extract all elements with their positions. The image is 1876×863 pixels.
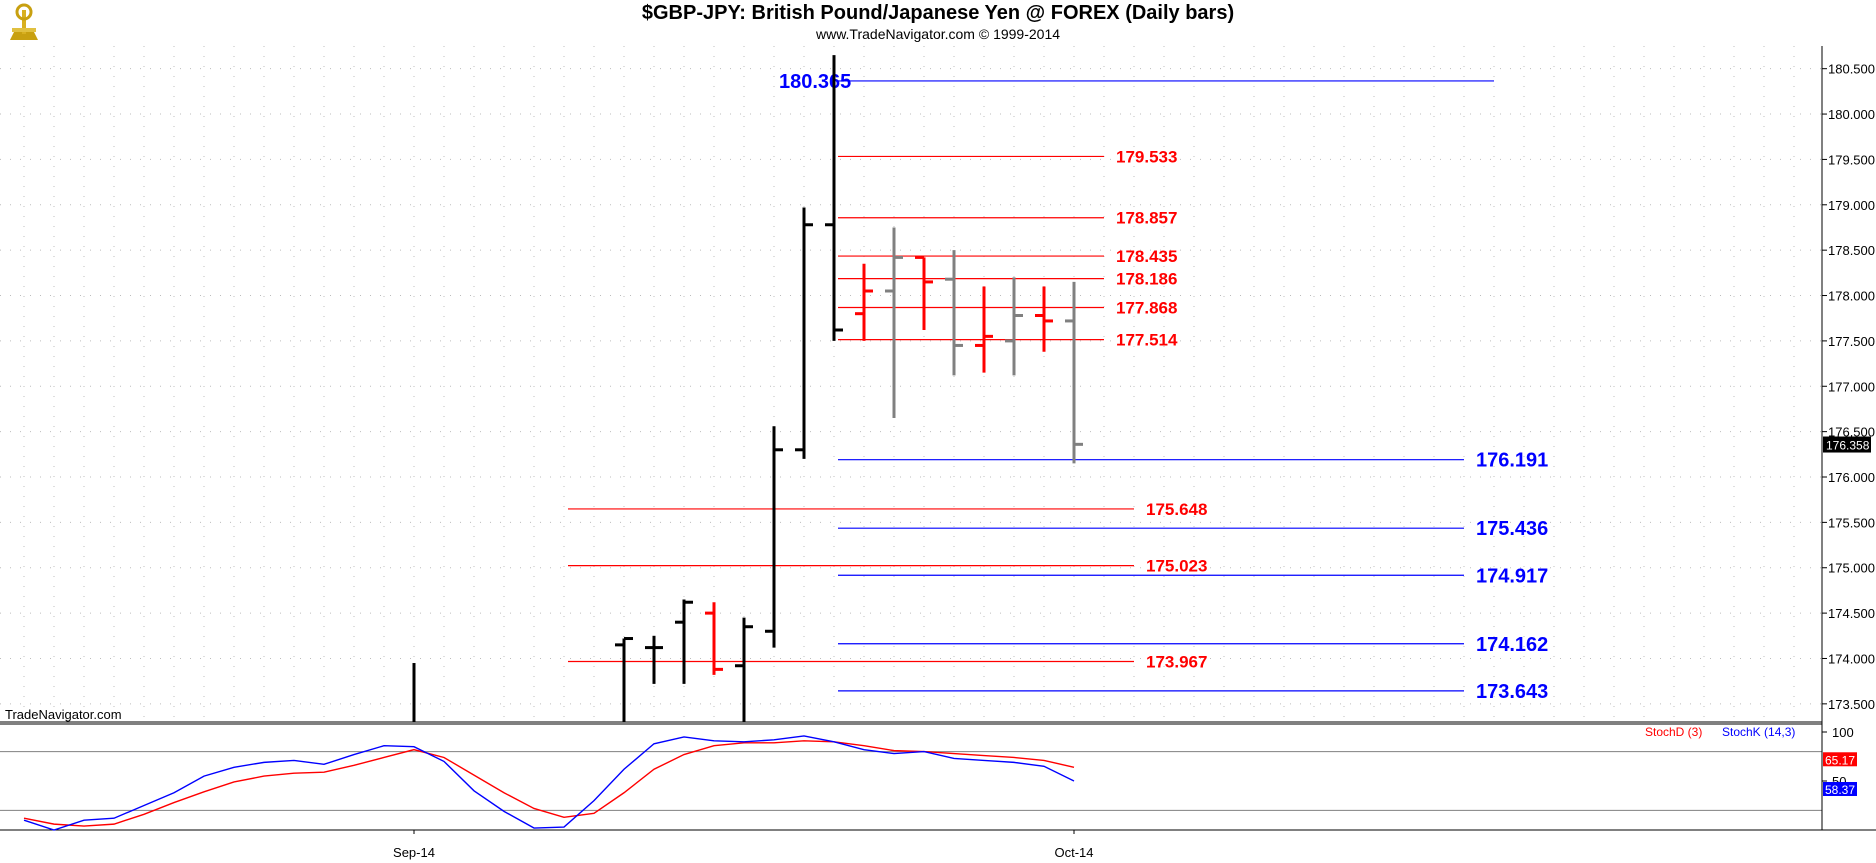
trade-navigator-logo	[4, 2, 44, 47]
price-tick-label: 173.500	[1828, 697, 1875, 712]
marks-layer: 180.365 179.533 178.857 178.435 178.186 177.8…	[23, 55, 1795, 831]
price-tick-label: 174.500	[1828, 606, 1875, 621]
level-label: 175.436	[1476, 518, 1548, 540]
price-tick-label: 178.000	[1828, 289, 1875, 304]
level-label: 174.162	[1476, 634, 1548, 656]
price-tick-label: 176.000	[1828, 470, 1875, 485]
stoch-legend-k: StochK (14,3)	[1722, 725, 1795, 739]
price-tick-label: 175.000	[1828, 561, 1875, 576]
level-label: 175.648	[1146, 500, 1207, 519]
level-label: 179.533	[1116, 147, 1177, 166]
level-label: 178.435	[1116, 247, 1177, 266]
chart-subtitle: www.TradeNavigator.com © 1999-2014	[815, 26, 1061, 42]
x-tick-label: Sep-14	[393, 845, 435, 860]
stoch-value-label: 58.37	[1825, 783, 1855, 797]
stoch-value-tag	[1823, 782, 1857, 796]
price-tick-label: 177.500	[1828, 334, 1875, 349]
stoch-series-line	[23, 740, 1075, 827]
price-tick-label: 180.500	[1828, 62, 1875, 77]
level-label: 173.967	[1146, 652, 1207, 671]
price-tick-label: 178.500	[1828, 243, 1875, 258]
price-tick-label: 174.000	[1828, 651, 1875, 666]
price-tick-label: 179.500	[1828, 152, 1875, 167]
stoch-value-tag	[1823, 752, 1857, 767]
level-label: 178.857	[1116, 209, 1177, 228]
level-label: 173.643	[1476, 681, 1548, 703]
stoch-value-label: 65.17	[1825, 753, 1855, 767]
last-price-label: 176.358	[1826, 439, 1870, 453]
stoch-tick-label: 100	[1832, 725, 1854, 740]
chart-header: $GBP-JPY: British Pound/Japanese Yen @ F…	[0, 0, 1876, 46]
price-tick-label: 179.000	[1828, 198, 1875, 213]
level-label: 175.023	[1146, 557, 1207, 576]
level-label: 177.868	[1116, 298, 1177, 317]
watermark-text: TradeNavigator.com	[5, 707, 122, 722]
price-tick-label: 176.500	[1828, 425, 1875, 440]
price-tick-label: 177.000	[1828, 379, 1875, 394]
level-label: 174.917	[1476, 565, 1548, 587]
level-label: 177.514	[1116, 331, 1178, 350]
stoch-legend-d: StochD (3)	[1645, 725, 1702, 739]
x-tick-label: Oct-14	[1054, 845, 1093, 860]
level-label: 178.186	[1116, 270, 1177, 289]
level-label: 180.365	[779, 71, 851, 93]
level-label: 176.191	[1476, 450, 1548, 472]
stoch-series-line	[23, 735, 1075, 831]
axes-layer: 173.500 174.000 174.500 175.000 175.500 176.0…	[0, 46, 1876, 860]
price-tick-label: 180.000	[1828, 107, 1875, 122]
last-price-tag	[1823, 436, 1871, 453]
price-tick-label: 175.500	[1828, 515, 1875, 530]
chart-title: $GBP-JPY: British Pound/Japanese Yen @ F…	[641, 2, 1235, 24]
